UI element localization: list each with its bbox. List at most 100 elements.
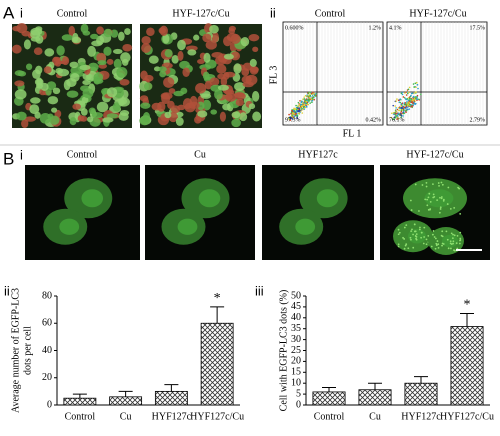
event [405, 109, 408, 112]
event [305, 104, 307, 107]
dot [422, 242, 425, 245]
event [416, 96, 418, 98]
bar [358, 389, 392, 406]
event [395, 107, 397, 109]
cell [235, 98, 244, 107]
cell [248, 103, 256, 110]
dot [428, 192, 431, 195]
dot [425, 238, 428, 241]
dot [447, 247, 450, 250]
cell [102, 117, 114, 123]
cell [72, 103, 81, 110]
event [392, 111, 395, 114]
dot [459, 212, 462, 215]
event [408, 97, 411, 100]
cell [43, 66, 52, 74]
nucleus [316, 189, 339, 208]
event [392, 104, 395, 107]
event [292, 109, 295, 112]
dot [423, 236, 426, 238]
event [288, 113, 290, 116]
cell [106, 58, 114, 65]
event [304, 99, 307, 101]
cell [141, 36, 151, 45]
cell [211, 31, 219, 43]
error-bar [164, 384, 179, 392]
event [299, 100, 301, 102]
dot [405, 243, 408, 246]
cell [142, 111, 151, 122]
cell [117, 31, 125, 41]
cell [87, 45, 96, 57]
event [311, 101, 313, 104]
error-bar [460, 312, 474, 327]
event [307, 98, 310, 101]
cell [205, 40, 217, 50]
dot [415, 238, 418, 241]
dot [427, 196, 430, 199]
quadrant-value: 0.42% [366, 117, 382, 123]
dot [439, 196, 441, 199]
dot [458, 242, 461, 245]
image-label: Cu [194, 149, 206, 160]
y-tick-label: 20 [291, 356, 301, 367]
event [396, 116, 399, 118]
sub-label: i [20, 147, 23, 162]
event [306, 103, 309, 106]
cell [21, 119, 29, 129]
event [308, 91, 310, 94]
dot [440, 197, 443, 200]
event [410, 94, 412, 97]
event [400, 110, 403, 113]
cell [96, 52, 107, 63]
event [399, 107, 401, 110]
event [407, 99, 410, 102]
cell [56, 45, 65, 56]
cell [116, 66, 128, 78]
cell [193, 34, 200, 41]
dot [426, 198, 429, 201]
dot [440, 181, 443, 184]
cell [119, 110, 130, 117]
event [402, 109, 405, 111]
event [301, 108, 304, 111]
dot [397, 243, 400, 246]
dot [438, 211, 441, 214]
cell [160, 92, 173, 100]
cell [200, 93, 212, 99]
dot [397, 228, 400, 231]
nucleus [424, 189, 454, 208]
y-tick-label: 35 [291, 323, 301, 334]
cell [197, 110, 208, 118]
cell [14, 89, 27, 100]
y-tick-label: 15 [291, 367, 301, 378]
event [411, 92, 414, 95]
cell [91, 40, 103, 47]
x-tick-label: HYF127c [152, 411, 192, 422]
x-tick-label: Control [314, 411, 345, 422]
dot [420, 236, 423, 239]
flow-x-label: FL 1 [343, 128, 362, 139]
cell [55, 67, 64, 74]
quadrant-value: 2.79% [470, 117, 486, 123]
event [296, 110, 299, 112]
event [412, 96, 415, 98]
cell [112, 48, 123, 55]
event [410, 105, 413, 108]
cell [217, 84, 229, 91]
event [313, 92, 315, 95]
cell [224, 92, 237, 102]
event [412, 102, 414, 105]
event [304, 106, 307, 109]
dot [451, 237, 454, 240]
dot [433, 236, 436, 238]
dot [402, 236, 404, 239]
cell [68, 25, 76, 37]
image-label: Control [67, 149, 98, 160]
error-bar [72, 393, 87, 399]
dot [412, 246, 415, 249]
event [418, 98, 420, 101]
dot [435, 242, 438, 245]
event [300, 105, 303, 107]
cell [32, 69, 41, 79]
